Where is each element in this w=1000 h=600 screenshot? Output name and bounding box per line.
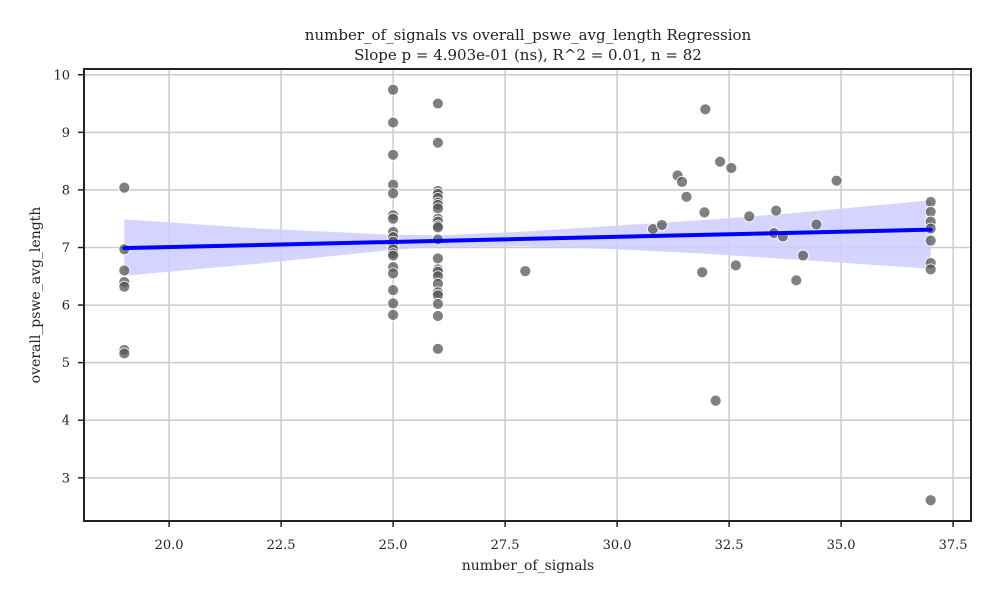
data-point — [696, 266, 709, 279]
data-point — [797, 249, 809, 262]
y-tick-label: 8 — [62, 183, 70, 198]
data-point — [770, 204, 783, 217]
data-point — [810, 218, 823, 231]
x-tick-label: 27.5 — [491, 538, 520, 553]
data-point — [118, 280, 131, 293]
x-tick-label: 35.0 — [827, 538, 856, 553]
y-axis-label: overall_pswe_avg_length — [28, 207, 44, 384]
data-point — [830, 174, 843, 187]
y-tick-label: 5 — [62, 356, 70, 371]
data-point — [118, 181, 131, 194]
chart-title: number_of_signals vs overall_pswe_avg_le… — [305, 26, 752, 44]
data-point — [387, 249, 400, 262]
scatter-points — [118, 83, 937, 507]
x-axis-label: number_of_signals — [462, 558, 595, 574]
data-point — [387, 308, 400, 321]
x-tick-label: 37.5 — [939, 538, 968, 553]
data-point — [725, 162, 738, 174]
y-tick-label: 6 — [62, 299, 70, 314]
data-point — [432, 97, 444, 110]
data-point — [387, 297, 400, 310]
data-point — [387, 187, 400, 200]
y-tick-label: 7 — [62, 241, 70, 256]
x-tick-label: 22.5 — [267, 538, 296, 553]
y-tick-label: 9 — [62, 126, 70, 141]
data-point — [698, 206, 711, 219]
y-tick-label: 4 — [62, 414, 70, 429]
data-point — [432, 221, 444, 234]
data-point — [714, 155, 727, 168]
data-point — [432, 342, 444, 355]
data-point — [387, 148, 400, 161]
data-point — [432, 298, 444, 310]
grid — [84, 69, 971, 521]
x-tick-label: 25.0 — [379, 538, 408, 553]
data-point — [790, 274, 803, 287]
data-point — [743, 210, 756, 223]
data-point — [387, 116, 400, 129]
data-point — [387, 212, 400, 225]
data-point — [655, 219, 668, 231]
data-point — [387, 284, 400, 297]
data-point — [924, 263, 937, 276]
x-tick-label: 20.0 — [155, 538, 184, 553]
chart-subtitle: Slope p = 4.903e-01 (ns), R^2 = 0.01, n … — [354, 46, 702, 64]
x-tick-label: 32.5 — [715, 538, 744, 553]
data-point — [709, 394, 722, 407]
y-tick-label: 3 — [62, 471, 70, 486]
data-point — [729, 259, 742, 272]
plot-frame — [83, 68, 972, 522]
y-axis-ticks: 3 4 5 6 7 8 9 10 — [53, 68, 84, 486]
data-point — [387, 83, 400, 96]
x-axis-ticks: 20.0 22.5 25.0 27.5 30.0 32.5 35.0 37.5 — [155, 521, 968, 553]
data-point — [924, 494, 937, 507]
y-tick-label: 10 — [53, 68, 70, 83]
data-point — [924, 205, 937, 218]
data-point — [924, 196, 937, 208]
data-point — [924, 234, 937, 247]
data-point — [118, 347, 131, 360]
x-tick-label: 30.0 — [603, 538, 632, 553]
regression-line — [122, 227, 933, 251]
data-point — [676, 175, 688, 188]
data-point — [432, 136, 444, 149]
data-point — [699, 103, 712, 116]
data-point — [387, 267, 400, 280]
data-point — [432, 202, 444, 215]
data-point — [680, 190, 693, 203]
data-point — [432, 310, 444, 322]
data-point — [519, 265, 532, 278]
data-point — [432, 252, 444, 265]
data-point — [118, 264, 131, 277]
